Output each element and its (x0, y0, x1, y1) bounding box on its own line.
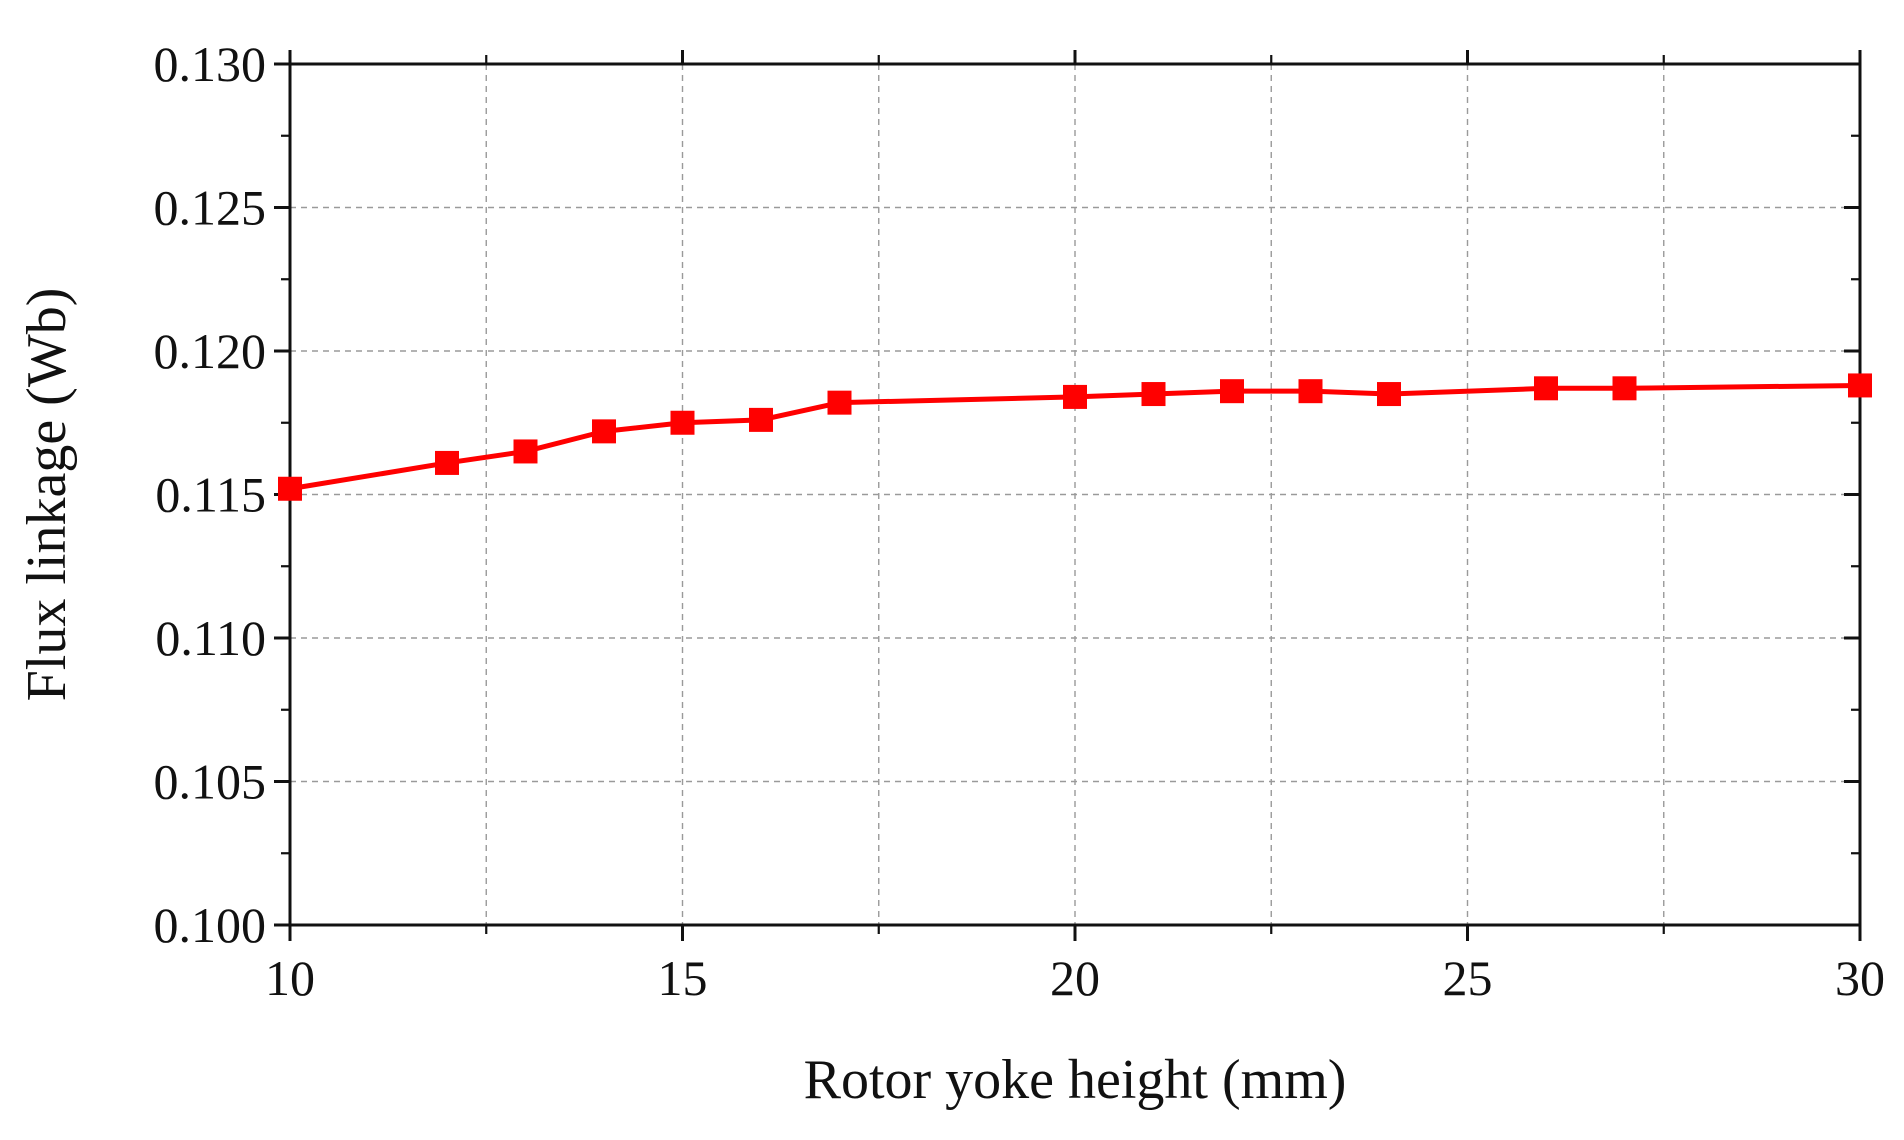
data-point-marker (592, 419, 616, 444)
data-point-marker (1063, 384, 1087, 409)
data-point-marker (670, 410, 695, 435)
x-tick-label: 25 (1443, 950, 1493, 1006)
data-point-marker (1141, 382, 1166, 407)
data-point-marker (749, 407, 773, 432)
data-point-marker (278, 476, 302, 501)
data-point-marker (435, 450, 459, 475)
y-tick-label: 0.100 (154, 897, 267, 953)
tick-labels: 10 15 20 25 30 0.100 0.105 0.110 0.115 0.120 0.125… (154, 36, 1886, 1006)
y-tick-label: 0.105 (154, 754, 267, 810)
x-tick-label: 30 (1835, 950, 1885, 1006)
series (278, 373, 1872, 501)
y-tick-label: 0.110 (155, 610, 266, 666)
y-tick-label: 0.120 (154, 323, 267, 379)
x-tick-label: 10 (265, 950, 315, 1006)
x-axis-title: Rotor yoke height (mm) (804, 1049, 1347, 1111)
data-point-marker (1848, 373, 1872, 398)
data-point-marker (1534, 376, 1558, 401)
data-point-marker (1612, 376, 1637, 401)
data-point-marker (1298, 379, 1323, 404)
x-tick-label: 15 (658, 950, 708, 1006)
y-tick-label: 0.130 (154, 36, 267, 92)
y-tick-label: 0.125 (154, 180, 267, 236)
y-tick-label: 0.115 (155, 467, 266, 523)
data-point-marker (827, 390, 852, 415)
data-point-marker (1220, 379, 1244, 404)
data-point-marker (513, 439, 538, 464)
axes (274, 50, 1862, 941)
data-point-marker (1377, 382, 1401, 407)
x-tick-label: 20 (1050, 950, 1100, 1006)
y-axis-title: Flux linkage (Wb) (16, 288, 78, 702)
grid (290, 64, 1860, 925)
